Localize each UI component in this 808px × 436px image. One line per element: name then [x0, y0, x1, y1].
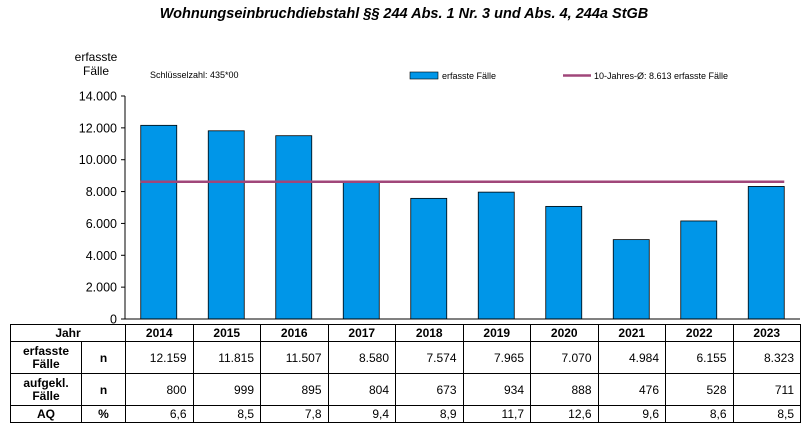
table-cell: 4.984	[597, 341, 666, 374]
table-cell: 8,9	[395, 405, 464, 423]
y-tick-label: 2.000	[86, 281, 117, 295]
key-number: Schlüsselzahl: 435*00	[150, 70, 239, 80]
table-cell: 895	[260, 373, 329, 406]
table-row-unit: n	[81, 341, 126, 374]
bar-series	[140, 124, 785, 320]
bar-2016	[275, 135, 313, 320]
bar-2018	[410, 197, 448, 320]
table-cell: 934	[462, 373, 531, 406]
bar-2022	[680, 220, 718, 320]
table-cell: 6,6	[125, 405, 194, 423]
table-cell: 11.815	[192, 341, 261, 374]
table-cell: 800	[125, 373, 194, 406]
table-header-year: 2022	[665, 324, 734, 342]
y-tick-label: 6.000	[86, 217, 117, 231]
table-cell: 12.159	[125, 341, 194, 374]
bar-2014	[140, 124, 178, 320]
chart-title: Wohnungseinbruchdiebstahl §§ 244 Abs. 1 …	[159, 6, 649, 22]
table-header-label: Jahr	[10, 324, 126, 342]
bar-2015	[207, 130, 245, 320]
table-cell: 7,8	[260, 405, 329, 423]
table-cell: 8,5	[732, 405, 801, 423]
table-cell: 9,6	[597, 405, 666, 423]
table-header-year: 2020	[530, 324, 599, 342]
table-cell: 8,5	[192, 405, 261, 423]
bar-2017	[342, 181, 380, 320]
y-axis-label-line: Fälle	[83, 64, 109, 78]
table-header-year: 2016	[260, 324, 329, 342]
bar-2023	[747, 186, 785, 320]
table-header-year: 2019	[462, 324, 531, 342]
table-row: AQ% 6,6 8,5 7,8 9,4 8,9 11,7 12,6 9,6 8,6 8,5	[10, 405, 801, 423]
table-cell: 888	[530, 373, 599, 406]
table-cell: 11,7	[462, 405, 531, 423]
legend-bar-swatch	[409, 71, 439, 80]
table-row-label: AQ	[10, 405, 82, 423]
y-axis: 0 2.000 4.000 6.000 8.000 10.000 12.000 14.000	[79, 90, 125, 326]
table-header-year: 2021	[597, 324, 666, 342]
table-cell: 8,6	[665, 405, 734, 423]
y-tick-label: 10.000	[79, 153, 117, 167]
table-row-unit: n	[81, 373, 126, 406]
legend-bar-label: erfasste Fälle	[442, 71, 496, 81]
bar-2021	[612, 239, 650, 320]
table-cell: 9,4	[327, 405, 396, 423]
table-cell: 528	[665, 373, 734, 406]
table-row-unit: %	[81, 405, 126, 423]
legend: erfasste Fälle 10-Jahres-Ø: 8.613 erfass…	[409, 71, 728, 81]
table-cell: 8.580	[327, 341, 396, 374]
table-header-year: 2017	[327, 324, 396, 342]
y-tick-label: 0	[110, 313, 117, 326]
table-header-row: Jahr 2014 2015 2016 2017 2018 2019 2020 2021 2022…	[10, 324, 801, 342]
table-cell: 12,6	[530, 405, 599, 423]
table-row: erfasste Fälle n 12.159 11.815 11.507 8.580 7.5…	[10, 341, 801, 374]
bar-2019	[477, 191, 515, 320]
table-header-year: 2018	[395, 324, 464, 342]
table-header-year: 2014	[125, 324, 194, 342]
table-row: aufgekl. Fälle n 800 999 895 804 673 934 888 476 52…	[10, 373, 801, 406]
y-axis-label-line: erfasste	[75, 50, 118, 64]
table-cell: 7.965	[462, 341, 531, 374]
table-cell: 999	[192, 373, 261, 406]
y-tick-label: 12.000	[79, 121, 117, 135]
table-cell: 11.507	[260, 341, 329, 374]
legend-line-label: 10-Jahres-Ø: 8.613 erfasste Fälle	[594, 71, 728, 81]
table-cell: 8.323	[732, 341, 801, 374]
table-header-year: 2023	[732, 324, 801, 342]
bar-2020	[545, 205, 583, 320]
y-tick-label: 14.000	[79, 90, 117, 104]
data-table: Jahr 2014 2015 2016 2017 2018 2019 2020 2021 2022…	[10, 324, 801, 423]
table-cell: 804	[327, 373, 396, 406]
table-cell: 673	[395, 373, 464, 406]
y-tick-label: 4.000	[86, 249, 117, 263]
table-cell: 711	[732, 373, 801, 406]
table-cell: 476	[597, 373, 666, 406]
table-cell: 6.155	[665, 341, 734, 374]
table-row-label: erfasste Fälle	[10, 341, 82, 374]
y-tick-label: 8.000	[86, 185, 117, 199]
table-cell: 7.070	[530, 341, 599, 374]
table-row-label: aufgekl. Fälle	[10, 373, 82, 406]
table-header-year: 2015	[192, 324, 261, 342]
table-cell: 7.574	[395, 341, 464, 374]
